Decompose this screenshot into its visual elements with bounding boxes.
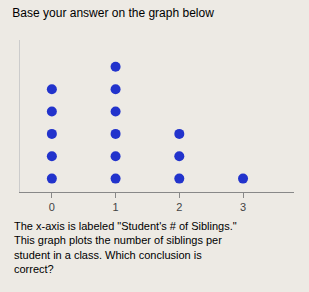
svg-text:2: 2 [176,201,182,213]
svg-text:The x-axis is labeled "Student: The x-axis is labeled "Student's # of Si… [14,220,237,275]
svg-text:Base your answer on the graph: Base your answer on the graph below [12,6,214,20]
svg-text:0: 0 [49,201,55,213]
svg-text:3: 3 [240,201,246,213]
svg-text:1: 1 [113,201,119,213]
